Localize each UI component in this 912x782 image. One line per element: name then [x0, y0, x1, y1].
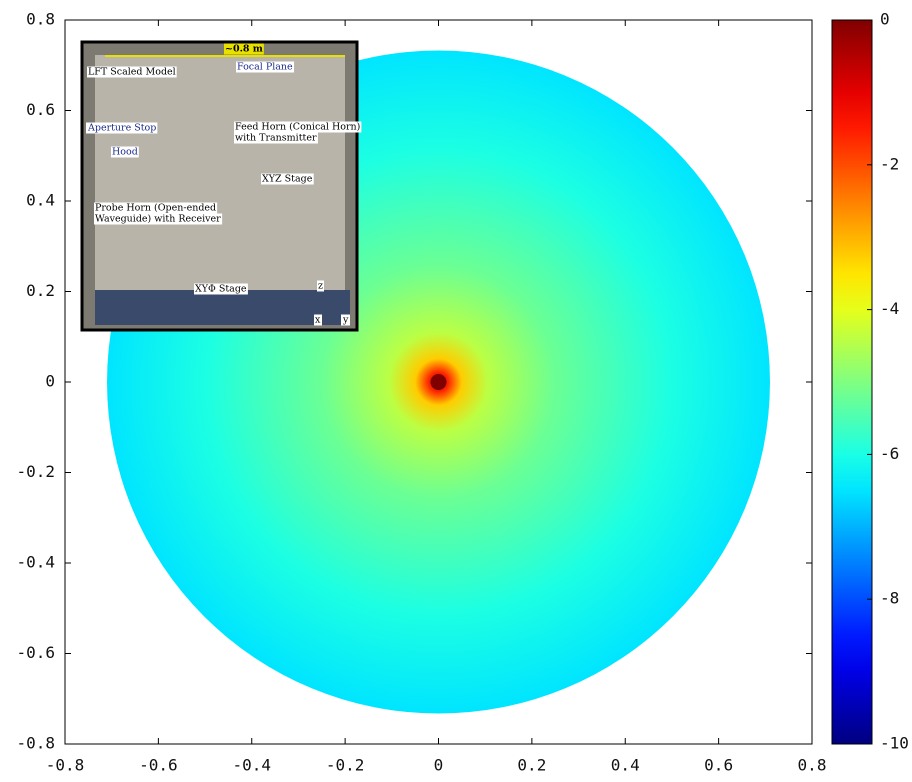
y-tick-label: -0.2	[16, 462, 55, 481]
inset-label: XYΦ Stage	[195, 284, 247, 295]
inset-label: z	[318, 281, 323, 292]
inset-label: with Transmitter	[235, 133, 317, 144]
inset-label: Probe Horn (Open-ended	[95, 203, 216, 214]
y-tick-label: 0.2	[26, 281, 55, 300]
x-tick-label: -0.4	[232, 756, 271, 775]
inset-label: Waveguide) with Receiver	[95, 214, 221, 225]
inset-label: Aperture Stop	[87, 123, 156, 134]
chart: -0.8 -0.6 -0.4 -0.2 0 0.2 0.4 0.6 0.8 -0.8 -0.6 -0.…	[0, 0, 912, 778]
y-tick-label: -0.8	[16, 734, 55, 753]
peak	[431, 374, 447, 390]
x-tick-label: 0	[434, 756, 444, 775]
inset-label: Feed Horn (Conical Horn)	[235, 122, 360, 133]
colorbar-tick-label: -10	[880, 734, 909, 753]
x-tick-label: 0.8	[798, 756, 827, 775]
inset-label: LFT Scaled Model	[88, 67, 176, 78]
y-tick-label: 0.4	[26, 191, 55, 210]
y-tick-label: 0	[45, 372, 55, 391]
x-tick-label: 0.2	[517, 756, 546, 775]
inset-label: XYZ Stage	[262, 174, 313, 185]
colorbar-tick-label: -8	[880, 589, 899, 608]
x-tick-label: 0.4	[611, 756, 640, 775]
inset-label: y	[342, 315, 349, 326]
colorbar-tick-label: 0	[880, 10, 890, 29]
y-tick-label: 0.8	[26, 10, 55, 29]
inset-floor	[95, 290, 350, 325]
x-tick-label: 0.6	[704, 756, 733, 775]
inset-label: Focal Plane	[237, 62, 293, 73]
colorbar-tick-label: -2	[880, 154, 899, 173]
colorbar-tick-label: -6	[880, 444, 899, 463]
y-tick-label: 0.6	[26, 100, 55, 119]
inset-label: ~0.8 m	[225, 44, 263, 55]
y-tick-label: -0.4	[16, 553, 55, 572]
x-tick-label: -0.2	[326, 756, 365, 775]
colorbar-tick-label: -4	[880, 299, 899, 318]
inset-label: x	[315, 315, 321, 326]
x-tick-label: -0.6	[139, 756, 178, 775]
x-tick-label: -0.8	[46, 756, 85, 775]
y-tick-label: -0.6	[16, 643, 55, 662]
colorbar	[832, 20, 872, 744]
inset-label: Hood	[112, 147, 138, 158]
